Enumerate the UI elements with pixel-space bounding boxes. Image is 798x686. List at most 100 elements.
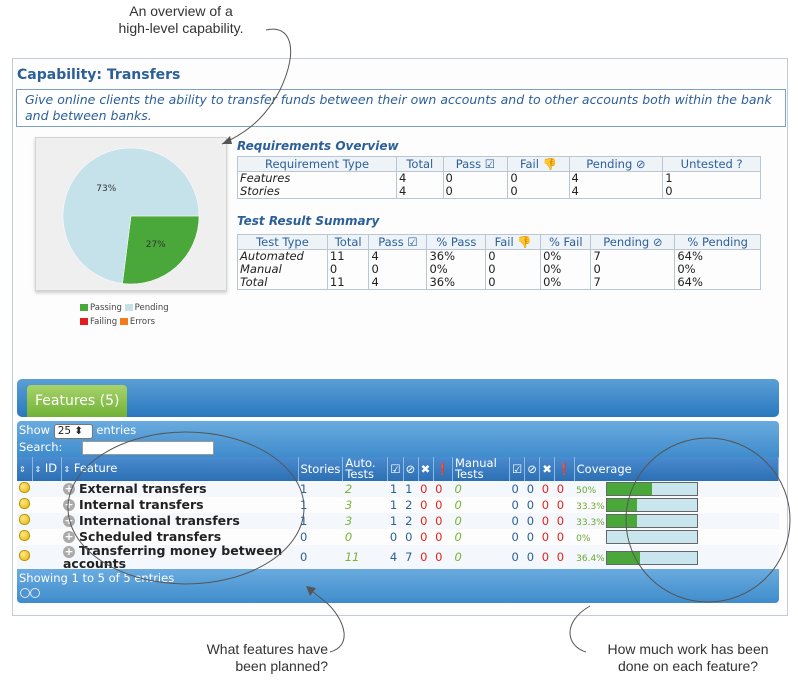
auto-failed-cell: 0 [420, 530, 428, 544]
page-length-select[interactable]: 25 ⬍ [53, 424, 93, 439]
manual-passed-cell: 0 [511, 498, 519, 512]
table-cell: 4 [396, 185, 444, 199]
table-row[interactable]: + Transferring money between accounts 0 11 4… [17, 543, 779, 571]
feature-cell: + Internal transfers [61, 497, 298, 513]
sort-icon: ⇕ [19, 465, 26, 474]
manual-tests-cell: 0 [452, 545, 510, 570]
column-label: Stories [300, 461, 341, 476]
column-auto-failed[interactable]: ✖ [418, 457, 434, 481]
pie-label-passing: 27% [146, 240, 166, 250]
table-cell: 0% [540, 276, 592, 290]
column-manual-tests[interactable]: Manual Tests [452, 457, 510, 481]
coverage-percent: 36.4% [576, 554, 605, 564]
column-manual-pending[interactable]: ⊘ [524, 457, 541, 481]
table-row: Automated 11 4 36% 0 0% 7 64% [237, 249, 761, 263]
previous-page-button[interactable] [20, 588, 30, 598]
feature-name[interactable]: International transfers [79, 512, 240, 528]
manual-errors-cell: 0 [556, 530, 565, 544]
auto-tests-cell: 3 [344, 498, 353, 512]
coverage-cell: 33.3% [574, 513, 779, 529]
legend-swatch-failing [80, 318, 88, 325]
column-coverage[interactable]: Coverage [574, 457, 780, 481]
auto-failed-cell: 0 [420, 498, 428, 512]
expand-icon[interactable]: + [63, 498, 75, 512]
column-manual-failed[interactable]: ✖ [539, 457, 556, 481]
table-row: Features 4 0 0 4 1 [236, 171, 761, 185]
tab-features[interactable]: Features (5) [27, 385, 127, 417]
table-cell: 64% [674, 249, 761, 263]
table-cell: 11 [326, 276, 370, 290]
table-row[interactable]: + International transfers 1 3 1 2 0 0 0 0 0 0 0 33.3% [17, 513, 779, 529]
feature-cell: + Transferring money between accounts [61, 543, 298, 571]
feature-name[interactable]: Internal transfers [79, 496, 204, 512]
coverage-percent: 0% [576, 533, 591, 544]
table-cell: 0 [442, 185, 509, 199]
requirements-table: Requirement Type Total Pass ☑ Fail 👎 Pending… [236, 156, 761, 199]
table-cell: 7 [590, 249, 676, 263]
auto-pending-cell: 2 [405, 498, 413, 512]
expand-icon[interactable]: + [63, 482, 75, 496]
manual-pending-cell: 0 [526, 530, 535, 544]
auto-passed-cell: 1 [387, 513, 404, 529]
feature-name[interactable]: Scheduled transfers [79, 528, 222, 544]
auto-failed-cell: 0 [418, 481, 434, 497]
feature-name[interactable]: External transfers [79, 480, 207, 496]
table-cell: 0 [507, 171, 570, 185]
column-feature[interactable]: ⇕ Feature [61, 457, 299, 481]
column-header: Pass ☑ [442, 156, 509, 172]
expand-icon[interactable]: + [63, 514, 75, 528]
expand-icon[interactable]: + [63, 530, 75, 544]
column-id[interactable]: ⇕ ID [32, 457, 62, 481]
table-cell: 0 [485, 276, 542, 290]
auto-errors-cell: 0 [435, 530, 443, 544]
search-input[interactable] [82, 441, 214, 455]
annotation-capability-overview: An overview of a high-level capability. [96, 3, 266, 37]
chart-legend: Passing Pending Failing Errors [80, 301, 169, 329]
table-row: Manual 0 0 0% 0 0% 0 0% [237, 263, 761, 276]
id-cell [32, 481, 61, 497]
next-page-button[interactable] [30, 588, 40, 598]
column-label: Auto. Tests [345, 456, 376, 481]
auto-errors-cell: 0 [433, 481, 453, 497]
stories-cell: 1 [300, 498, 308, 512]
column-auto-passed[interactable]: ☑ [387, 457, 404, 481]
thumbs-down-icon: ✖ [420, 461, 431, 476]
column-header: Pending ⊘ [568, 156, 664, 172]
legend-label: Errors [129, 317, 156, 327]
legend-swatch-passing [80, 304, 88, 311]
table-cell: 11 [326, 249, 370, 263]
annotation-line: An overview of a [129, 3, 233, 19]
auto-passed-cell: 1 [387, 481, 404, 497]
column-manual-errors[interactable]: ❗ [554, 457, 575, 481]
column-auto-tests[interactable]: Auto. Tests [342, 456, 389, 481]
coverage-bar-fill [607, 551, 640, 564]
manual-tests-cell: 0 [454, 530, 462, 544]
coverage-bar-fill [607, 499, 638, 512]
annotation-features-planned: What features have been planned? [158, 641, 328, 675]
id-cell [32, 497, 61, 513]
column-auto-pending[interactable]: ⊘ [403, 457, 419, 481]
table-cell: 0% [540, 263, 592, 276]
column-stories[interactable]: Stories [298, 457, 344, 481]
table-row[interactable]: + External transfers 1 2 1 1 0 0 0 0 0 0 0 50% [17, 481, 779, 497]
feature-name[interactable]: Transferring money between accounts [63, 543, 283, 571]
column-header: Pass ☑ [368, 234, 428, 250]
annotation-line: What features have [206, 641, 328, 657]
status-cell [17, 529, 32, 545]
annotation-line: been planned? [235, 658, 328, 674]
table-cell: Stories [236, 185, 398, 199]
column-auto-errors[interactable]: ❗ [433, 457, 453, 481]
coverage-bar [606, 530, 699, 545]
table-header-row: Requirement Type Total Pass ☑ Fail 👎 Pending… [236, 156, 761, 172]
entries-label: entries [96, 423, 137, 437]
column-status[interactable]: ⇕ [17, 457, 33, 481]
features-table: ⇕ ⇕ ID ⇕ Feature Stories Auto. Tests ☑ ⊘… [17, 456, 780, 571]
manual-failed-cell: 0 [541, 498, 550, 512]
id-cell [32, 529, 61, 545]
table-row[interactable]: + Internal transfers 1 3 1 2 0 0 0 0 0 0 0 33.3% [17, 497, 779, 513]
table-cell: Total [237, 276, 328, 290]
auto-pending-cell: 0 [405, 530, 413, 544]
column-label: ID [44, 461, 58, 475]
table-row: Total 11 4 36% 0 0% 7 64% [237, 276, 761, 290]
column-manual-passed[interactable]: ☑ [509, 457, 526, 481]
